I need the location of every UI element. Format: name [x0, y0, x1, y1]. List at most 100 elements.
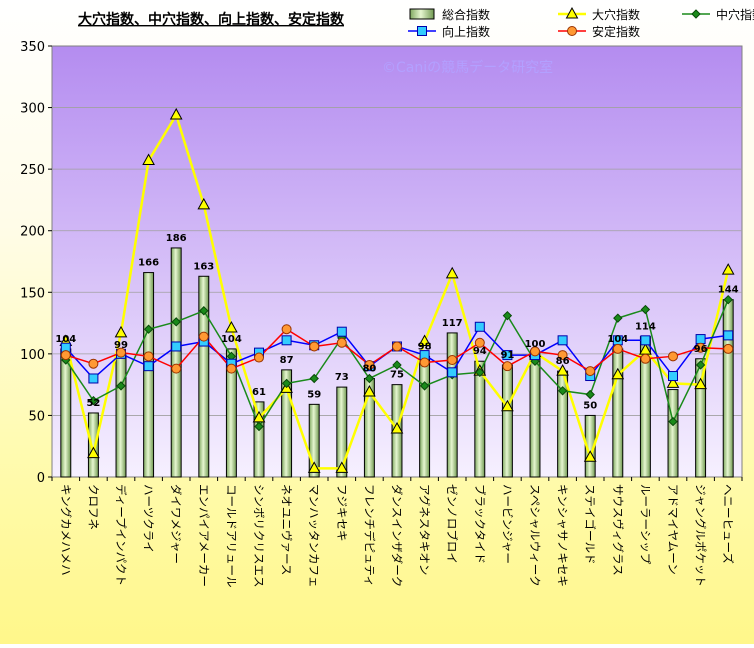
data-point: [336, 337, 347, 348]
data-point: [721, 263, 735, 275]
data-point: [88, 395, 99, 406]
x-tick-label: フジキセキ: [335, 484, 349, 542]
bar-data-label: 86: [556, 356, 570, 367]
x-tick-label: サウスヴィグラス: [611, 484, 625, 576]
data-point: [335, 461, 349, 473]
y-tick-label: 300: [20, 102, 45, 117]
data-point: [723, 343, 734, 354]
bar-data-label: 166: [138, 258, 159, 269]
legend-marker: [567, 26, 577, 36]
legend-marker: [691, 9, 701, 19]
y-tick-label: 150: [20, 286, 45, 301]
data-point: [197, 197, 211, 210]
legend-marker: [417, 26, 427, 36]
data-point: [390, 421, 404, 434]
x-tick-label: エンパイアメーカー: [197, 484, 211, 587]
legend-swatch: [409, 8, 435, 20]
x-tick-label: シンボリクリスエス: [252, 484, 266, 588]
x-tick-label: ネオユニヴァース: [280, 484, 294, 575]
bar-data-label: 163: [193, 261, 214, 272]
bar-data-label: 104: [221, 334, 242, 345]
data-point: [116, 381, 126, 391]
data-point: [723, 330, 734, 341]
x-tick-label: コールドアリュール: [224, 484, 238, 588]
data-point: [392, 341, 402, 352]
data-point: [281, 335, 292, 346]
data-point: [640, 304, 651, 315]
legend-item: 安定指数: [558, 24, 640, 39]
y-tick-label: 250: [20, 163, 45, 178]
data-point: [307, 461, 321, 473]
data-point: [114, 325, 128, 338]
data-point: [254, 352, 264, 363]
data-point: [501, 399, 514, 412]
x-tick-label: ダイワメジャー: [169, 484, 183, 564]
data-point: [364, 359, 375, 370]
bar: [501, 364, 513, 478]
data-point: [502, 310, 513, 321]
bar-data-label: 73: [335, 372, 349, 383]
bar: [446, 332, 458, 478]
data-point: [143, 361, 154, 372]
data-point: [142, 153, 155, 166]
x-tick-label: ステイゴールド: [583, 484, 597, 565]
legend-label: 中穴指数: [716, 7, 754, 22]
data-point: [502, 350, 513, 361]
data-point: [640, 335, 651, 346]
bar: [336, 386, 348, 478]
bar-data-label: 104: [607, 334, 628, 345]
data-point: [171, 341, 182, 352]
bar-data-label: 99: [114, 340, 128, 351]
data-point: [60, 350, 71, 361]
data-point: [585, 366, 596, 377]
data-point: [281, 324, 292, 335]
legend-label: 安定指数: [592, 24, 640, 39]
x-tick-label: アグネスタキオン: [418, 484, 432, 575]
data-point: [668, 371, 678, 382]
legend-marker: [565, 6, 579, 19]
bar: [170, 247, 182, 478]
data-point: [666, 376, 680, 388]
legend-item: 向上指数: [408, 24, 490, 39]
bar: [115, 354, 127, 478]
data-point: [199, 306, 209, 316]
data-point: [225, 320, 238, 333]
data-point: [695, 360, 706, 370]
data-point: [87, 446, 100, 459]
y-tick-label: 200: [20, 225, 45, 240]
bar: [143, 272, 155, 478]
data-point: [585, 389, 595, 400]
data-point: [419, 381, 430, 391]
legend-item: 総合指数: [409, 7, 490, 22]
data-point: [281, 378, 292, 389]
bar-data-label: 91: [500, 350, 514, 361]
data-point: [254, 421, 264, 432]
bar: [281, 369, 293, 478]
bar-data-label: 52: [86, 398, 100, 409]
data-point: [143, 351, 154, 362]
data-point: [475, 367, 485, 378]
data-point: [171, 363, 182, 374]
data-point: [171, 317, 181, 327]
bar: [419, 355, 431, 478]
y-tick-label: 350: [20, 40, 45, 55]
data-point: [88, 373, 99, 384]
x-tick-label: ルーラーシップ: [638, 484, 652, 565]
label-layer: 104 52 99 166 186 163 104 61 87 59 73 80 75 98 117 94 91…: [55, 233, 738, 411]
bar-data-label: 117: [442, 318, 463, 329]
bar-data-label: 98: [418, 341, 432, 352]
x-tick-label: ブラックタイド: [473, 484, 487, 564]
watermark: ©Caniの競馬データ研究室: [382, 59, 553, 76]
bar: [667, 389, 679, 478]
data-point: [695, 334, 706, 345]
x-tick-label: スペシャルウィーク: [528, 484, 542, 587]
x-tick-label: ヘニーヒューズ: [721, 484, 735, 564]
data-point: [363, 384, 376, 397]
data-point: [557, 350, 568, 361]
data-point: [392, 360, 402, 370]
data-point: [364, 373, 375, 384]
data-point: [557, 335, 568, 346]
bar-data-label: 50: [583, 400, 597, 411]
